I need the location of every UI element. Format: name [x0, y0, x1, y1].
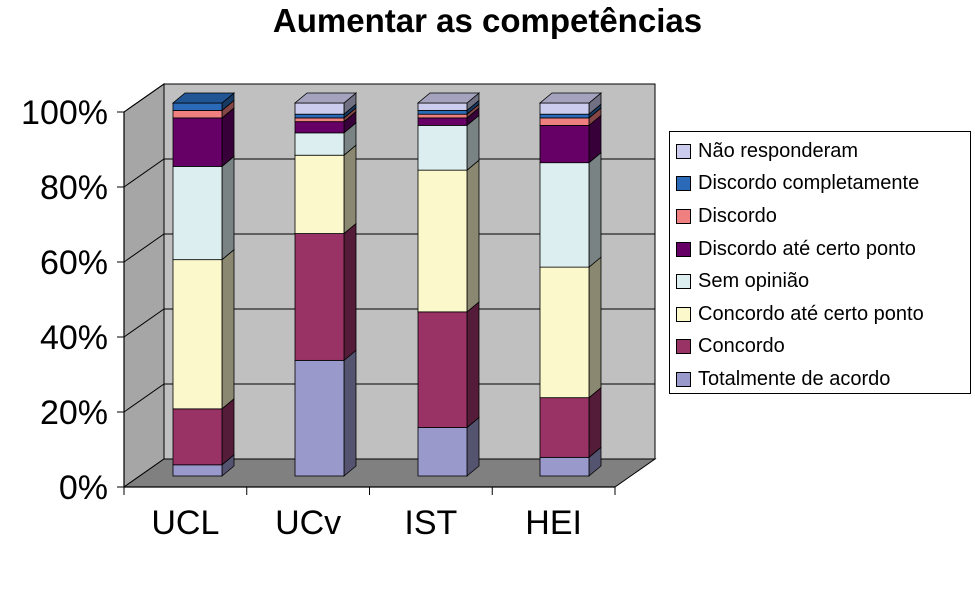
legend: Não responderam Discordo completamente Dis…: [669, 131, 971, 394]
legend-swatch: [676, 176, 691, 192]
y-tick-label: 80%: [40, 169, 108, 207]
bar-segment-discordo-ate-certo-ponto: [417, 117, 468, 126]
x-tick-label: HEI: [525, 504, 582, 542]
bar-segment-concordo-ate-certo-ponto: [294, 154, 345, 234]
legend-item: Concordo até certo ponto: [676, 298, 970, 331]
x-tick-label: UCv: [275, 504, 341, 542]
x-tick-label: UCL: [151, 504, 219, 542]
bar-segment-side-concordo: [588, 386, 602, 459]
bar-segment-discordo-completamente: [539, 113, 590, 119]
bars: [171, 92, 603, 477]
legend-item: Discordo até certo ponto: [676, 233, 970, 266]
bar-segment-discordo-ate-certo-ponto: [294, 121, 345, 134]
legend-label: Discordo até certo ponto: [698, 237, 916, 260]
bar-ucv: [293, 92, 358, 477]
bar-segment-discordo-completamente: [417, 110, 468, 115]
bar-segment-side-concordo-ate-certo-ponto: [466, 159, 480, 313]
legend-swatch: [676, 371, 691, 387]
bar-segment-discordo: [417, 113, 468, 119]
bar-segment-top-nao-responderam: [538, 92, 603, 104]
legend-swatch: [676, 306, 691, 322]
legend-swatch: [676, 143, 691, 159]
bar-segment-side-concordo: [343, 222, 357, 362]
legend-label: Não responderam: [698, 139, 859, 162]
gridline: [123, 233, 655, 263]
legend-label: Concordo: [698, 335, 785, 358]
bar-hei: [538, 92, 603, 477]
bar-segment-nao-responderam: [294, 102, 345, 115]
bar-segment-side-sem-opiniao: [588, 151, 602, 268]
bar-segment-side-concordo-ate-certo-ponto: [221, 248, 235, 410]
legend-item: Totalmente de acordo: [676, 363, 970, 396]
tick-labels: 0% 20% 40% 60% 80% 100% UCL UCv IST HEI: [21, 94, 582, 542]
bar-segment-concordo: [417, 311, 468, 428]
bar-segment-discordo-completamente: [294, 113, 345, 119]
bar-ucl: [171, 92, 236, 477]
y-tick-label: 40%: [40, 319, 108, 357]
bar-segment-sem-opiniao: [172, 166, 223, 261]
bar-segment-discordo: [172, 110, 223, 119]
legend-swatch: [676, 274, 691, 290]
legend-swatch: [676, 208, 691, 224]
legend-label: Sem opinião: [698, 270, 810, 293]
chart-title: Aumentar as competências: [272, 2, 703, 39]
legend-item: Discordo completamente: [676, 168, 970, 201]
legend-label: Discordo completamente: [698, 172, 920, 195]
bar-segment-side-sem-opiniao: [221, 155, 235, 261]
bar-segment-concordo: [294, 233, 345, 361]
bar-segment-discordo-ate-certo-ponto: [172, 117, 223, 167]
bar-segment-totalmente-de-acordo: [539, 456, 590, 477]
bar-segment-top-nao-responderam: [293, 92, 358, 104]
bar-segment-concordo-ate-certo-ponto: [172, 259, 223, 410]
bar-segment-concordo: [172, 408, 223, 466]
bar-segment-side-concordo: [466, 301, 480, 429]
legend-swatch: [676, 241, 691, 257]
legend-item: Discordo: [676, 200, 970, 233]
gridline: [123, 383, 655, 413]
plot-walls: [122, 83, 657, 488]
bar-segment-side-concordo: [221, 398, 235, 466]
legend-label: Totalmente de acordo: [698, 367, 891, 390]
plot-side-wall: [123, 83, 165, 488]
bar-segment-side-totalmente-de-acordo: [343, 349, 357, 477]
bar-segment-totalmente-de-acordo: [417, 427, 468, 477]
bar-segment-discordo-ate-certo-ponto: [539, 124, 590, 164]
gridline: [123, 158, 655, 188]
y-tick-label: 20%: [40, 394, 108, 432]
bar-segment-concordo: [539, 397, 590, 458]
axes: [117, 111, 616, 495]
bar-segment-concordo-ate-certo-ponto: [417, 169, 468, 313]
legend-swatch: [676, 339, 691, 355]
y-tick-label: 60%: [40, 244, 108, 282]
gridlines: [123, 83, 655, 413]
gridline: [123, 83, 655, 113]
x-tick-label: IST: [404, 504, 457, 542]
bar-segment-nao-responderam: [539, 102, 590, 115]
bar-segment-totalmente-de-acordo: [294, 359, 345, 477]
bar-segment-side-concordo-ate-certo-ponto: [343, 144, 357, 235]
bar-segment-discordo: [294, 117, 345, 123]
legend-label: Concordo até certo ponto: [698, 302, 924, 325]
bar-segment-totalmente-de-acordo: [172, 464, 223, 477]
bar-segment-side-concordo-ate-certo-ponto: [588, 256, 602, 399]
bar-segment-discordo-completamente: [172, 102, 223, 111]
bar-segment-top-discordo-completamente: [171, 92, 236, 104]
bar-segment-sem-opiniao: [539, 162, 590, 268]
y-tick-label: 0%: [59, 469, 108, 507]
legend-item: Não responderam: [676, 135, 970, 168]
bar-segment-sem-opiniao: [294, 132, 345, 156]
legend-item: Sem opinião: [676, 265, 970, 298]
legend-item: Concordo: [676, 331, 970, 364]
gridline: [123, 308, 655, 338]
bar-segment-concordo-ate-certo-ponto: [539, 266, 590, 399]
bar-segment-sem-opiniao: [417, 124, 468, 171]
y-tick-label: 100%: [21, 94, 108, 132]
bar-ist: [416, 92, 481, 477]
bar-segment-discordo: [539, 117, 590, 126]
legend-label: Discordo: [698, 204, 777, 227]
bar-segment-top-nao-responderam: [416, 92, 481, 104]
bar-segment-nao-responderam: [417, 102, 468, 111]
